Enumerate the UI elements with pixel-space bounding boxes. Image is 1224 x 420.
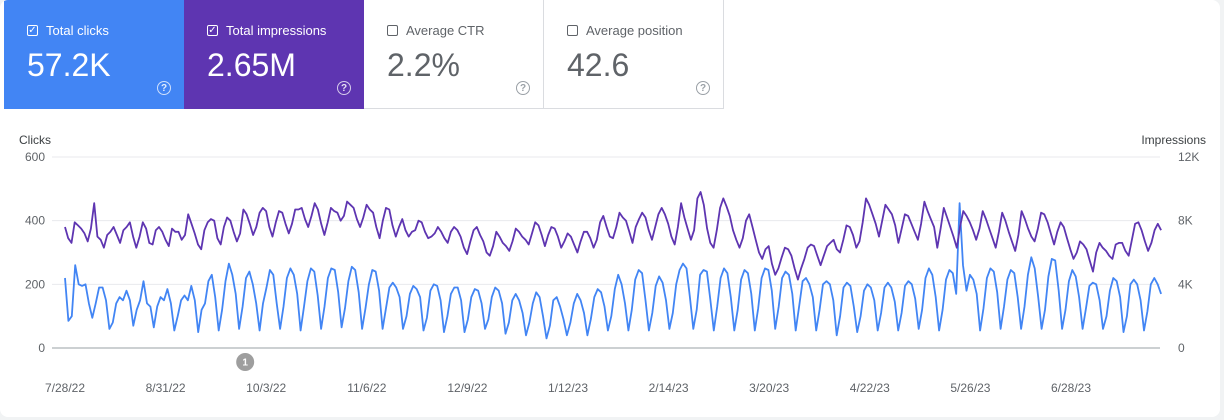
x-tick-label: 10/3/22 xyxy=(246,381,286,395)
annotation-marker-label[interactable]: 1 xyxy=(242,358,248,369)
average-position-tile[interactable]: Average position 42.6 ? xyxy=(544,0,724,109)
checkbox-unchecked-icon[interactable] xyxy=(567,25,578,36)
x-tick-label: 5/26/23 xyxy=(950,381,990,395)
y-right-tick-label: 12K xyxy=(1178,150,1199,164)
x-tick-label: 4/22/23 xyxy=(850,381,890,395)
help-icon[interactable]: ? xyxy=(157,81,171,95)
average-ctr-toggle[interactable]: Average CTR xyxy=(387,23,485,38)
y-axis-left-label: Clicks xyxy=(19,133,51,147)
total-clicks-value: 57.2K xyxy=(27,47,111,83)
y-axis-right-label: Impressions xyxy=(1141,133,1206,147)
checkbox-checked-icon[interactable]: ✓ xyxy=(27,24,38,36)
x-tick-label: 12/9/22 xyxy=(447,381,487,395)
total-clicks-toggle[interactable]: ✓ Total clicks xyxy=(27,23,109,38)
total-impressions-toggle[interactable]: ✓ Total impressions xyxy=(207,23,326,38)
help-icon[interactable]: ? xyxy=(696,81,710,95)
total-impressions-tile[interactable]: ✓ Total impressions 2.65M ? xyxy=(184,0,364,109)
y-left-tick-label: 0 xyxy=(38,341,45,355)
series-line-impressions[interactable] xyxy=(64,191,1162,281)
total-impressions-value: 2.65M xyxy=(207,47,296,83)
x-tick-label: 3/20/23 xyxy=(749,381,789,395)
x-tick-label: 2/14/23 xyxy=(649,381,689,395)
x-tick-label: 1/12/23 xyxy=(548,381,588,395)
series-lines[interactable] xyxy=(64,191,1162,340)
average-ctr-tile[interactable]: Average CTR 2.2% ? xyxy=(364,0,544,109)
checkbox-unchecked-icon[interactable] xyxy=(387,25,398,36)
x-tick-label: 6/28/23 xyxy=(1051,381,1091,395)
average-position-label: Average position xyxy=(586,23,683,38)
y-right-tick-label: 8K xyxy=(1178,214,1193,228)
total-clicks-label: Total clicks xyxy=(46,23,109,38)
average-position-value: 42.6 xyxy=(567,47,630,83)
checkbox-checked-icon[interactable]: ✓ xyxy=(207,24,218,36)
help-icon[interactable]: ? xyxy=(337,81,351,95)
x-axis-ticks: 7/28/22 8/31/22 10/3/22 11/6/22 12/9/22 1/12/… xyxy=(45,381,1091,395)
total-impressions-label: Total impressions xyxy=(226,23,327,38)
y-axis-left-ticks: 0 200 400 600 xyxy=(25,150,45,355)
average-ctr-label: Average CTR xyxy=(406,23,485,38)
average-position-toggle[interactable]: Average position xyxy=(567,23,683,38)
y-left-tick-label: 200 xyxy=(25,277,45,291)
x-tick-label: 11/6/22 xyxy=(347,381,386,395)
x-tick-label: 7/28/22 xyxy=(45,381,85,395)
metric-tiles: ✓ Total clicks 57.2K ? ✓ Total impressio… xyxy=(4,0,724,109)
performance-chart: Clicks Impressions 0 200 400 600 0 4K 8K 12K 7… xyxy=(19,133,1206,395)
y-right-tick-label: 0 xyxy=(1178,341,1185,355)
total-clicks-tile[interactable]: ✓ Total clicks 57.2K ? xyxy=(4,0,184,109)
average-ctr-value: 2.2% xyxy=(387,47,460,83)
y-left-tick-label: 600 xyxy=(25,150,45,164)
series-line-clicks[interactable] xyxy=(64,202,1162,340)
y-left-tick-label: 400 xyxy=(25,214,45,228)
y-axis-right-ticks: 0 4K 8K 12K xyxy=(1178,150,1199,355)
y-right-tick-label: 4K xyxy=(1178,277,1193,291)
x-tick-label: 8/31/22 xyxy=(146,381,186,395)
annotation-marker-circle[interactable] xyxy=(236,353,255,371)
help-icon[interactable]: ? xyxy=(516,81,530,95)
annotation-marker[interactable]: 1 xyxy=(236,353,255,371)
